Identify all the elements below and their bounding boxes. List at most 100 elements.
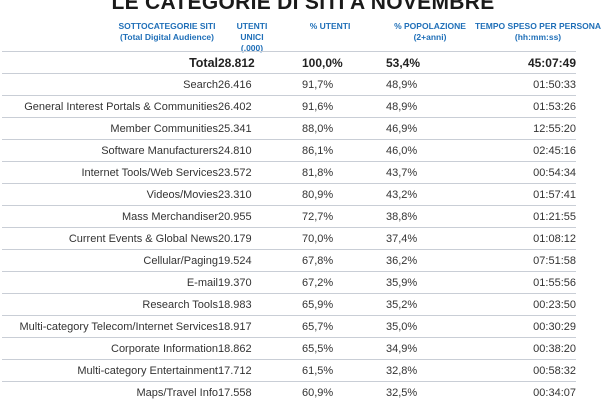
cell-category: General Interest Portals & Communities [2,96,218,118]
cell-category: Total [2,52,218,74]
cell-users: 23.572 [218,162,302,184]
cell-category: Videos/Movies [2,184,218,206]
header-pct-users: % UTENTI [300,21,360,32]
cell-population: 43,7% [386,162,486,184]
cell-pct-users: 100,0% [302,52,386,74]
cell-time: 01:53:26 [486,96,576,118]
cell-pct-users: 65,5% [302,338,386,360]
cell-category: Search [2,74,218,96]
cell-pct-users: 91,7% [302,74,386,96]
header-users-label: UTENTI UNICI [224,21,280,43]
cell-category: Software Manufacturers [2,140,218,162]
cell-pct-users: 67,2% [302,272,386,294]
cell-category: Current Events & Global News [2,228,218,250]
cell-users: 28.812 [218,52,302,74]
cell-time: 01:57:41 [486,184,576,206]
cell-pct-users: 65,7% [302,316,386,338]
header-category-label: SOTTOCATEGORIE SITI [112,21,222,32]
cell-users: 23.310 [218,184,302,206]
cell-time: 01:50:33 [486,74,576,96]
cell-population: 46,9% [386,118,486,140]
cell-users: 19.370 [218,272,302,294]
cell-category: Multi-category Telecom/Internet Services [2,316,218,338]
cell-time: 45:07:49 [486,52,576,74]
cell-category: Member Communities [2,118,218,140]
cell-population: 48,9% [386,96,486,118]
cell-category: Multi-category Entertainment [2,360,218,382]
cell-pct-users: 65,9% [302,294,386,316]
cell-pct-users: 67,8% [302,250,386,272]
cell-users: 19.524 [218,250,302,272]
cell-users: 25.341 [218,118,302,140]
cell-population: 34,9% [386,338,486,360]
header-population-sub: (2+anni) [380,32,480,43]
cell-population: 46,0% [386,140,486,162]
cell-population: 48,9% [386,74,486,96]
cell-users: 26.402 [218,96,302,118]
cell-category: Cellular/Paging [2,250,218,272]
cell-category: Mass Merchandiser [2,206,218,228]
cell-population: 35,9% [386,272,486,294]
header-category: SOTTOCATEGORIE SITI (Total Digital Audie… [112,21,222,43]
cell-users: 26.416 [218,74,302,96]
header-category-sub: (Total Digital Audience) [112,32,222,43]
header-population-label: % POPOLAZIONE [380,21,480,32]
cell-pct-users: 91,6% [302,96,386,118]
cell-category: Corporate Information [2,338,218,360]
cell-population: 43,2% [386,184,486,206]
cell-population: 37,4% [386,228,486,250]
cell-time: 00:58:32 [486,360,576,382]
cell-time: 02:45:16 [486,140,576,162]
header-time: TEMPO SPESO PER PERSONA (hh:mm:ss) [470,21,606,43]
header-population: % POPOLAZIONE (2+anni) [380,21,480,43]
cell-category: Research Tools [2,294,218,316]
cell-category: E-mail [2,272,218,294]
cell-population: 53,4% [386,52,486,74]
cell-users: 18.917 [218,316,302,338]
cell-population: 35,2% [386,294,486,316]
cell-pct-users: 81,8% [302,162,386,184]
cell-pct-users: 61,5% [302,360,386,382]
cell-pct-users: 72,7% [302,206,386,228]
cell-pct-users: 80,9% [302,184,386,206]
cell-users: 18.862 [218,338,302,360]
cell-time: 01:55:56 [486,272,576,294]
cell-users: 18.983 [218,294,302,316]
cell-population: 36,2% [386,250,486,272]
cell-pct-users: 88,0% [302,118,386,140]
cell-pct-users: 70,0% [302,228,386,250]
table-row: Multi-category Telecom/Internet Services… [2,316,576,338]
cell-time: 00:54:34 [486,162,576,184]
cell-time: 00:23:50 [486,294,576,316]
cell-pct-users: 86,1% [302,140,386,162]
cell-time: 00:38:20 [486,338,576,360]
page-title: LE CATEGORIE DI SITI A NOVEMBRE [0,0,606,15]
cell-population: 35,0% [386,316,486,338]
cell-time: 12:55:20 [486,118,576,140]
cell-users: 20.179 [218,228,302,250]
cell-time: 01:08:12 [486,228,576,250]
cell-time: 07:51:58 [486,250,576,272]
cell-time: 01:21:55 [486,206,576,228]
table-header: SOTTOCATEGORIE SITI (Total Digital Audie… [0,17,606,51]
header-pct-users-label: % UTENTI [300,21,360,32]
header-time-label: TEMPO SPESO PER PERSONA [470,21,606,32]
header-time-sub: (hh:mm:ss) [470,32,606,43]
cell-population: 32,8% [386,360,486,382]
